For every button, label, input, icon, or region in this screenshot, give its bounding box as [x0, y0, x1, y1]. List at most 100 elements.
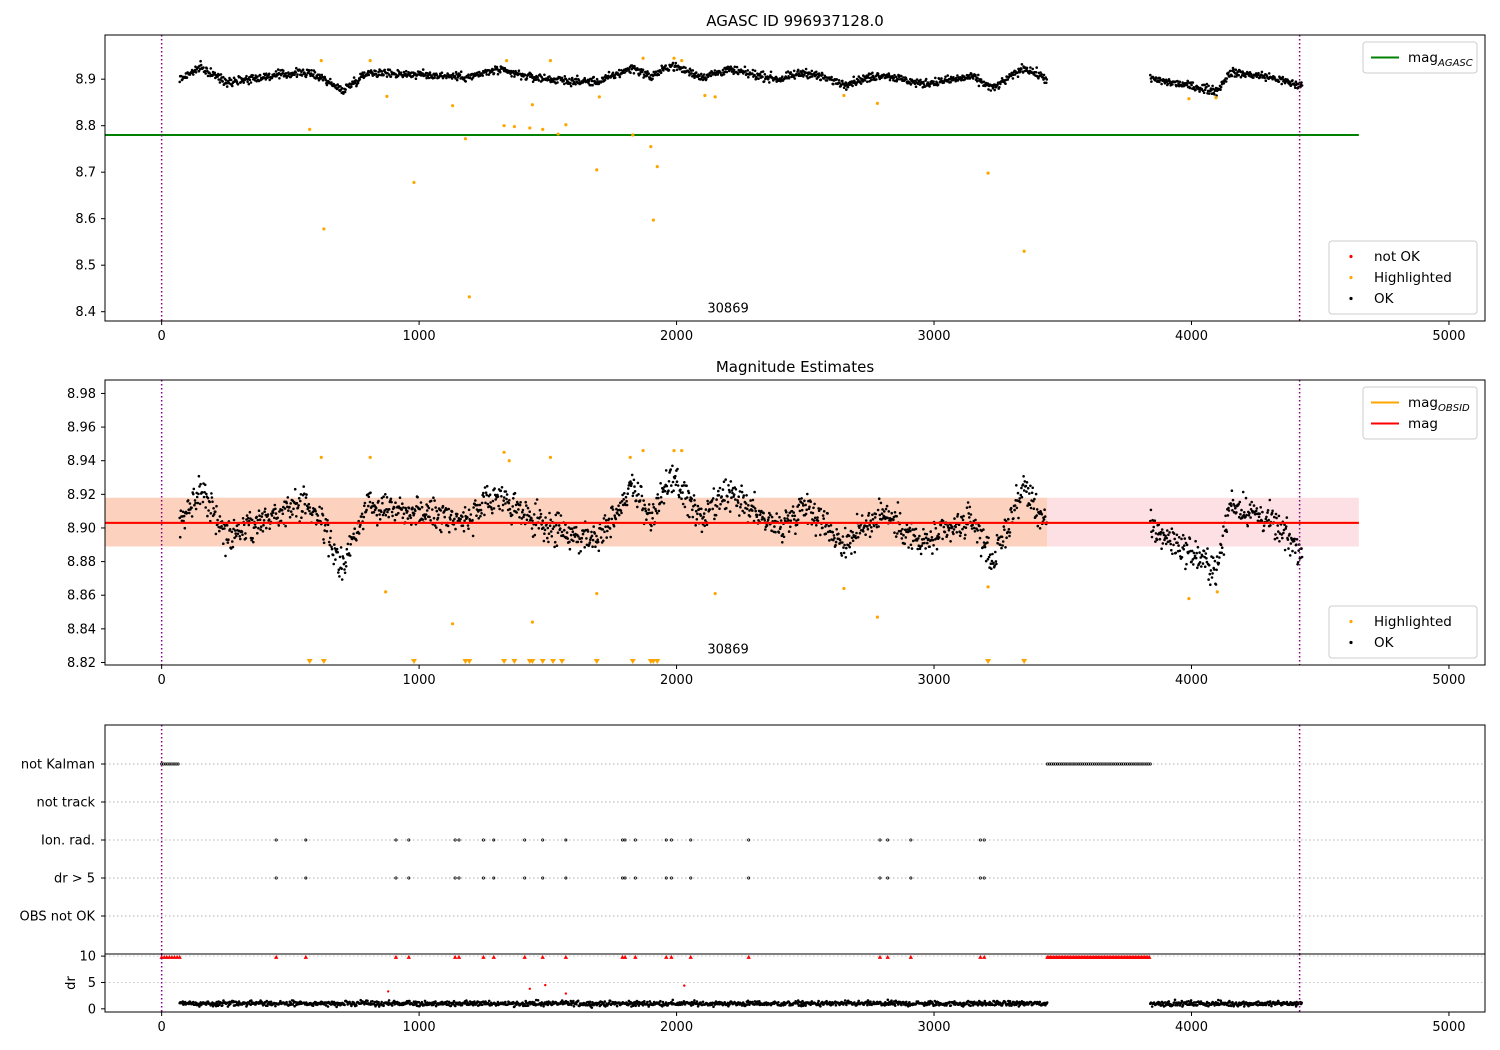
ok-point: [469, 513, 473, 516]
ok-point: [439, 509, 443, 512]
ok-point: [971, 77, 975, 80]
ok-point: [267, 518, 271, 521]
ok-point: [957, 523, 961, 526]
ok-point: [310, 69, 313, 72]
ok-point: [840, 554, 844, 557]
ok-point: [432, 496, 435, 500]
dr-ok-point: [311, 1004, 315, 1007]
ok-point: [190, 515, 194, 518]
dr-ok-point: [825, 999, 828, 1003]
ok-point: [387, 73, 391, 76]
legend-dot-swatch: [1349, 254, 1353, 259]
ok-point: [1229, 502, 1232, 505]
ok-point: [214, 510, 217, 513]
ok-point: [278, 510, 281, 513]
ok-point: [573, 535, 577, 538]
ok-point: [964, 526, 968, 529]
y-tick-label: 8.82: [67, 656, 96, 671]
ok-point: [1007, 528, 1011, 531]
highlighted-point: [385, 94, 389, 98]
ok-point: [1264, 517, 1268, 521]
dr-ok-point: [192, 1000, 195, 1004]
dr-ok-point: [828, 1000, 831, 1004]
ok-point: [257, 509, 261, 512]
ok-point: [496, 72, 500, 76]
ok-point: [418, 507, 422, 511]
ok-point: [740, 490, 744, 494]
ok-point: [209, 512, 213, 515]
highlighted-point: [564, 123, 568, 127]
highlighted-point: [412, 180, 416, 185]
ok-point: [993, 564, 996, 567]
ok-point: [1292, 539, 1296, 543]
ok-point: [229, 78, 233, 82]
ok-point: [479, 514, 482, 518]
ok-point: [580, 536, 584, 540]
ok-point: [549, 518, 552, 522]
ok-point: [443, 515, 447, 519]
ok-point: [297, 504, 300, 507]
ok-point: [1219, 88, 1222, 91]
flag-point: [909, 838, 913, 842]
ok-point: [948, 526, 951, 530]
ok-point: [760, 509, 763, 513]
ok-point: [402, 70, 406, 74]
ok-point: [816, 516, 819, 519]
ok-point: [703, 524, 706, 528]
ok-point: [1000, 535, 1004, 539]
ok-point: [186, 499, 190, 502]
dr-ok-point: [335, 1005, 338, 1009]
ok-point: [513, 491, 517, 495]
ok-point: [453, 75, 457, 78]
ok-point: [250, 518, 254, 522]
legend-label: magOBSID: [1408, 395, 1470, 414]
ok-point: [424, 74, 427, 77]
ok-point: [1295, 538, 1299, 541]
ok-point: [218, 81, 222, 84]
ok-point: [202, 495, 206, 499]
ok-point: [208, 72, 211, 75]
ok-point: [1231, 509, 1234, 512]
ok-point: [382, 73, 385, 77]
ok-point: [1245, 513, 1248, 517]
ok-point: [801, 502, 804, 505]
highlighted-point: [641, 449, 645, 453]
ok-point: [982, 528, 985, 531]
ok-point: [298, 68, 302, 72]
ok-point: [904, 536, 908, 539]
ok-point: [927, 537, 930, 541]
ok-point: [803, 499, 806, 503]
ok-point: [798, 509, 802, 513]
out-of-range-marker: [650, 659, 657, 664]
ok-point: [1045, 78, 1049, 81]
ok-point: [329, 77, 332, 81]
ok-point: [781, 541, 784, 544]
ok-point: [437, 513, 440, 517]
ok-point: [288, 515, 292, 519]
ok-point: [1041, 76, 1045, 79]
ok-point: [681, 491, 684, 494]
highlighted-point: [319, 455, 323, 459]
ok-point: [1227, 509, 1231, 512]
ok-point: [758, 513, 762, 517]
ok-point: [425, 76, 428, 80]
ok-point: [1237, 502, 1240, 506]
ok-point: [248, 78, 252, 82]
ok-point: [194, 71, 198, 74]
ok-point: [810, 69, 814, 73]
ok-point: [489, 506, 493, 509]
ok-point: [770, 515, 774, 519]
ok-point: [751, 72, 754, 75]
ok-point: [1300, 81, 1303, 84]
ok-point: [207, 509, 210, 512]
ok-point: [894, 75, 898, 79]
ok-point: [763, 519, 767, 522]
ok-point: [1203, 565, 1207, 568]
ok-point: [1240, 508, 1243, 512]
ok-point: [645, 518, 648, 521]
ok-point: [258, 518, 262, 521]
ok-point: [1294, 551, 1297, 554]
ok-point: [407, 506, 411, 510]
ok-point: [429, 519, 432, 522]
ok-point: [1174, 551, 1178, 555]
